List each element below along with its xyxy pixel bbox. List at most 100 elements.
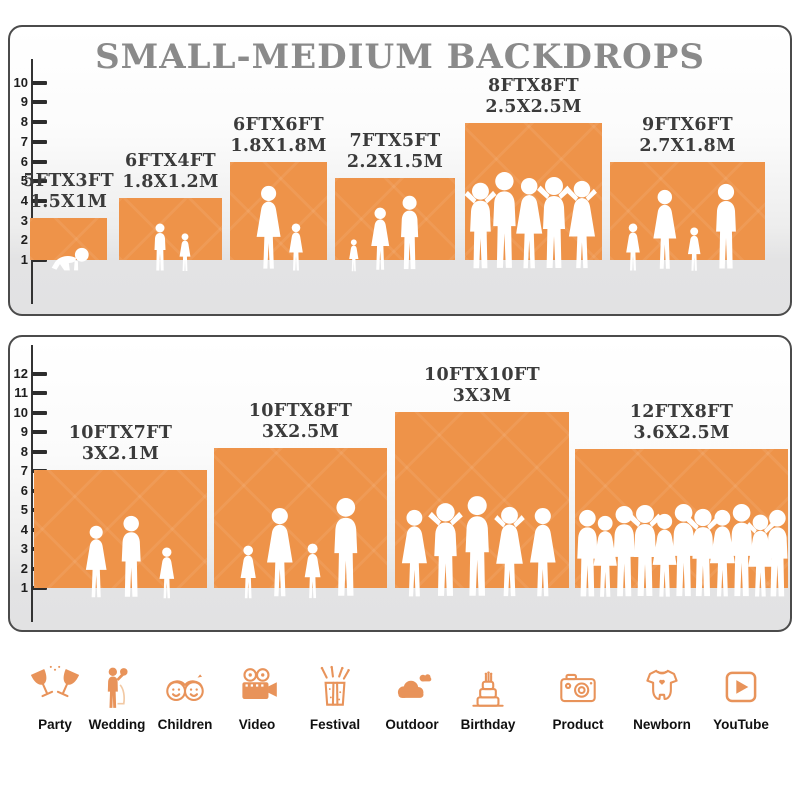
ruler-number: 10 [13, 74, 28, 90]
category-item: Wedding [72, 660, 162, 732]
category-label: Party [38, 717, 72, 732]
ruler-number: 2 [20, 560, 28, 576]
backdrop-block [214, 448, 387, 588]
size-ft-text: 7FTX5FT [349, 131, 441, 151]
size-ft-text: 6FTX6FT [233, 115, 324, 135]
ruler-number: 3 [20, 212, 28, 228]
ruler-number: 9 [20, 94, 28, 110]
size-ft-text: 9FTX6FT [642, 115, 733, 135]
category-label: Birthday [460, 717, 516, 732]
size-ft-text: 10FTX7FT [68, 423, 173, 443]
ruler-number: 3 [20, 541, 28, 556]
backdrop-block [119, 198, 222, 260]
category-item: Video [212, 660, 302, 732]
ruler-tick [32, 179, 47, 184]
ruler-number: 2 [20, 232, 28, 248]
large-sizes-panel: 1 2 3 4 5 6 7 8 9 10 11 12 10FTX7FT 3X2.1M 10FTX8FT 3X… [8, 335, 792, 632]
backdrop-block [30, 218, 107, 260]
category-item: Product [533, 660, 623, 732]
size-m-text: 1.8X1.8M [230, 136, 327, 156]
category-item: Newborn [617, 660, 707, 732]
size-m-text: 2.2X1.5M [346, 152, 444, 172]
ruler-number: 8 [20, 114, 28, 130]
ruler-number: 7 [20, 463, 28, 478]
small-medium-panel: SMALL-MEDIUM BACKDROPS 1 2 3 4 5 6 7 8 9 10 5FTX3… [8, 25, 792, 316]
ruler-tick [32, 586, 47, 590]
ruler-tick [32, 430, 47, 434]
outdoor-icon [367, 660, 457, 716]
backdrop-size-label: 8FTX8FT 2.5X2.5M [430, 76, 637, 118]
category-item: Birthday [443, 660, 533, 732]
backdrop-size-label: 9FTX6FT 2.7X1.8M [575, 115, 800, 157]
product-icon [533, 660, 623, 716]
backdrop-block [34, 470, 207, 588]
ruler-tick [32, 391, 47, 395]
backdrop-size-label: 5FTX3FT 1.5X1M [0, 171, 142, 213]
backdrop-size-label: 6FTX6FT 1.8X1.8M [195, 115, 362, 157]
youtube-icon [696, 660, 786, 716]
ruler-tick [32, 80, 47, 85]
backdrop-size-label: 7FTX5FT 2.2X1.5M [300, 131, 490, 173]
size-m-text: 2.7X1.8M [639, 136, 736, 156]
category-label: Product [552, 717, 604, 732]
page-title: SMALL-MEDIUM BACKDROPS [95, 37, 705, 77]
size-ft-text: 5FTX3FT [23, 171, 114, 191]
backdrop-block [230, 162, 327, 260]
category-label: Video [238, 717, 276, 732]
wedding-icon [72, 660, 162, 716]
category-item: Party [10, 660, 100, 732]
backdrop-size-label: 6FTX4FT 1.8X1.2M [84, 151, 257, 193]
festival-icon [290, 660, 380, 716]
ruler-tick [32, 159, 47, 164]
category-label: Children [157, 717, 213, 732]
category-label: Festival [309, 717, 361, 732]
ruler-number: 11 [14, 385, 28, 400]
size-ft-text: 12FTX8FT [629, 402, 734, 422]
size-m-text: 3X2.5M [261, 422, 340, 442]
category-label: Wedding [88, 717, 146, 732]
children-icon [140, 660, 230, 716]
size-m-text: 3X3M [452, 386, 512, 406]
ruler-tick [32, 371, 47, 376]
size-ft-text: 8FTX8FT [488, 76, 579, 96]
category-row: Party Wedding Children Video Festival Ou… [0, 660, 800, 755]
ruler-tick [32, 100, 47, 105]
ruler-number: 1 [20, 252, 28, 267]
ruler-tick [32, 449, 47, 454]
ruler-tick [32, 120, 47, 125]
party-icon [10, 660, 100, 716]
newborn-icon [617, 660, 707, 716]
category-item: Outdoor [367, 660, 457, 732]
size-m-text: 3.6X2.5M [633, 423, 730, 443]
backdrop-size-label: 10FTX10FT 3X3M [360, 365, 604, 407]
ruler-number: 12 [13, 365, 28, 381]
backdrop-size-label: 10FTX8FT 3X2.5M [179, 401, 422, 443]
ruler-number: 7 [20, 133, 28, 149]
ruler-tick [32, 410, 47, 415]
ruler-tick [32, 139, 47, 144]
ruler-tick [32, 198, 47, 203]
ruler-number: 5 [20, 502, 28, 517]
backdrop-block [575, 449, 788, 588]
category-item: YouTube [696, 660, 786, 732]
ruler-number: 5 [20, 173, 28, 189]
ruler-number: 6 [20, 482, 28, 498]
video-icon [212, 660, 302, 716]
ruler-number: 4 [20, 192, 28, 208]
category-label: Newborn [633, 717, 691, 732]
category-item: Festival [290, 660, 380, 732]
backdrop-block [610, 162, 765, 260]
category-label: Outdoor [385, 717, 439, 732]
category-label: YouTube [713, 717, 769, 732]
backdrop-size-label: 10FTX7FT 3X2.1M [0, 423, 242, 465]
ruler-number: 8 [20, 443, 28, 459]
size-ft-text: 6FTX4FT [125, 151, 216, 171]
size-m-text: 3X2.1M [81, 444, 160, 464]
category-item: Children [140, 660, 230, 732]
ruler-number: 6 [20, 153, 28, 169]
ruler-line [31, 345, 33, 622]
size-m-text: 1.5X1M [29, 192, 108, 212]
backdrop-size-label: 12FTX8FT 3.6X2.5M [540, 402, 800, 444]
size-m-text: 1.8X1.2M [122, 172, 219, 192]
